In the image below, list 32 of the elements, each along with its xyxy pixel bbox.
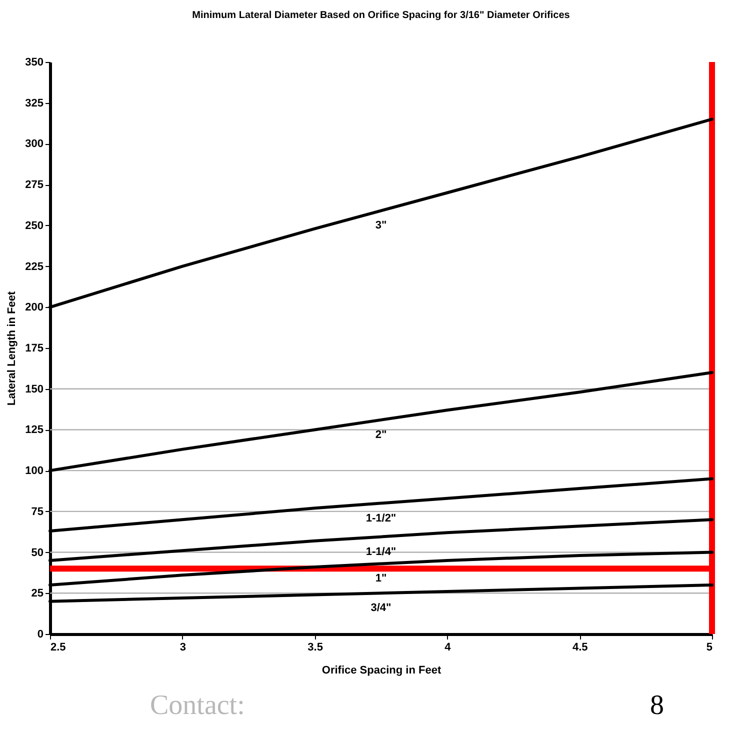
y-tick-label: 225 [25,260,44,273]
series-label: 3/4" [370,602,392,614]
y-tick-label: 300 [25,138,44,150]
y-tick-label: 100 [25,465,44,478]
x-tick-label: 4.5 [572,642,588,654]
series-label: 1-1/2" [366,512,396,524]
y-tick-label: 325 [25,97,44,110]
y-tick-label: 275 [25,179,44,192]
series-label: 1" [375,572,387,585]
y-tick-label: 150 [25,383,44,396]
x-tick-label: 5 [706,642,712,654]
text: Contact: [150,690,245,722]
y-tick-label: 50 [31,546,44,559]
chart-title: Minimum Lateral Diameter Based on Orifice Spacing for 3/16" Diameter Orifices [192,10,570,21]
series-label: 1-1/4" [366,546,396,558]
x-tick-label: 4 [444,642,452,654]
y-tick-label: 75 [31,506,44,518]
y-tick-label: 350 [25,56,44,68]
y-axis-title: Lateral Length in Feet [6,291,18,406]
x-tick-label: 3.5 [308,642,323,654]
y-tick-label: 250 [25,220,44,232]
x-tick-label: 3 [180,642,186,654]
text: 8 [650,690,664,722]
y-tick-label: 0 [37,628,44,640]
series-label: 2" [375,428,387,441]
y-tick-label: 200 [25,302,44,314]
y-tick-label: 25 [31,588,44,600]
series-label: 3" [375,220,387,232]
x-axis-title: Orifice Spacing in Feet [322,664,442,676]
y-tick-label: 175 [25,342,44,354]
y-tick-label: 125 [25,424,44,436]
x-tick-label: 2.5 [50,642,66,654]
